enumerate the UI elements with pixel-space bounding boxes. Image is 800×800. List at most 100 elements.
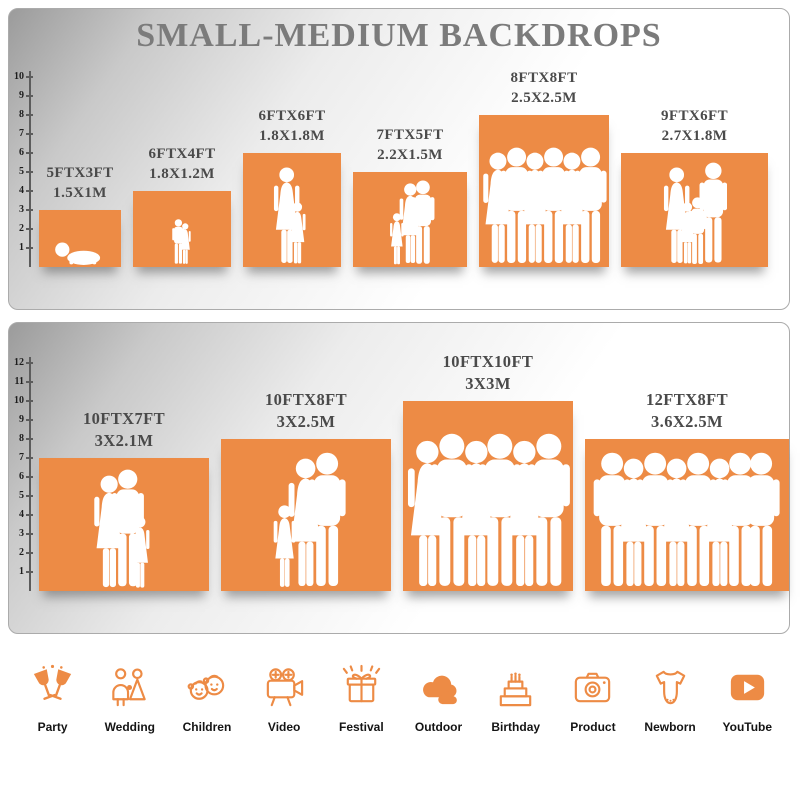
backdrop-bar-12ftx8ft xyxy=(585,439,789,591)
backdrop-bar-label: 6FTX4FT 1.8X1.2M xyxy=(92,145,272,185)
children-faces-icon xyxy=(183,664,230,711)
backdrop-bar-label: 9FTX6FT 2.7X1.8M xyxy=(605,107,785,147)
axis-tick xyxy=(26,152,33,154)
size-feet-label: 10FTX7FT xyxy=(82,409,166,428)
category-label: Birthday xyxy=(491,720,541,734)
backdrop-bar-label: 12FTX8FT 3.6X2.5M xyxy=(597,389,777,433)
category-label: Product xyxy=(570,720,616,734)
category-label: YouTube xyxy=(722,720,773,734)
size-meters-label: 2.7X1.8M xyxy=(661,127,728,144)
size-feet-label: 6FTX6FT xyxy=(258,108,326,124)
backdrop-bar-10ftx8ft xyxy=(221,439,391,591)
youtube-play-icon xyxy=(724,664,771,711)
category-party: Party xyxy=(17,664,89,734)
category-label: Outdoor xyxy=(414,720,463,734)
axis-tick-label: 11 xyxy=(14,376,24,387)
silhouette-baby xyxy=(54,241,100,265)
silhouette-adult-m xyxy=(742,452,780,587)
axis-tick-label: 4 xyxy=(19,185,24,196)
cloud-icon xyxy=(415,664,462,711)
size-meters-label: 3.6X2.5M xyxy=(651,411,723,431)
y-axis xyxy=(29,357,31,591)
backdrop-bar-10ftx7ft xyxy=(39,458,209,591)
category-festival: Festival xyxy=(325,664,397,734)
size-meters-label: 3X3M xyxy=(465,373,511,393)
axis-tick-label: 2 xyxy=(19,223,24,234)
silhouette-adult-f xyxy=(407,440,447,586)
backdrop-bar-label: 10FTX7FT 3X2.1M xyxy=(34,408,214,452)
silhouette-adult-m xyxy=(527,433,570,586)
silhouette-adult-f xyxy=(483,152,513,263)
axis-tick xyxy=(26,400,33,402)
size-feet-label: 7FTX5FT xyxy=(376,127,444,143)
axis-tick-label: 10 xyxy=(14,395,24,406)
silhouette-child-f xyxy=(273,505,296,588)
axis-tick xyxy=(26,571,33,573)
size-feet-label: 5FTX3FT xyxy=(46,165,114,181)
medium-backdrops-panel: 1 2 3 4 5 6 7 8 9 10 11 12 10FTX7FT 3X2.1M 10FTX8FT 3X2… xyxy=(8,322,790,634)
axis-tick-label: 8 xyxy=(19,433,24,444)
axis-tick-label: 6 xyxy=(19,471,24,482)
category-row: Party Wedding Children xyxy=(14,664,786,734)
silhouette-adult-f xyxy=(520,152,550,263)
size-meters-label: 3X2.5M xyxy=(276,411,336,431)
silhouette-child-f xyxy=(180,223,191,265)
category-label: Party xyxy=(37,720,68,734)
backdrop-bar-label: 10FTX8FT 3X2.5M xyxy=(216,389,396,433)
birthday-cake-icon xyxy=(492,664,539,711)
backdrop-bar-5ftx3ft xyxy=(39,210,121,267)
size-meters-label: 1.8X1.8M xyxy=(259,127,325,144)
backdrop-bar-label: 10FTX10FT 3X3M xyxy=(398,351,578,395)
silhouette-adult-m xyxy=(411,180,435,264)
silhouette-child-f xyxy=(289,202,306,264)
category-label: Children xyxy=(182,720,232,734)
backdrop-bar-7ftx5ft xyxy=(353,172,467,267)
size-feet-label: 10FTX10FT xyxy=(442,352,534,371)
page-title: SMALL-MEDIUM BACKDROPS xyxy=(136,17,662,54)
size-meters-label: 3X2.1M xyxy=(94,430,154,450)
axis-tick xyxy=(26,190,33,192)
size-feet-label: 12FTX8FT xyxy=(645,390,729,409)
silhouette-adult-m xyxy=(699,162,727,263)
axis-tick xyxy=(26,133,33,135)
backdrop-bar-6ftx4ft xyxy=(133,191,231,267)
axis-tick xyxy=(26,476,33,478)
backdrop-bar-10ftx10ft xyxy=(403,401,573,591)
silhouette-child-f xyxy=(389,212,404,264)
category-label: Wedding xyxy=(104,720,155,734)
size-meters-label: 2.5X2.5M xyxy=(511,89,577,106)
backdrop-bar-6ftx6ft xyxy=(243,153,341,267)
axis-tick xyxy=(26,495,33,497)
axis-tick-label: 5 xyxy=(19,490,24,501)
axis-tick-label: 10 xyxy=(14,71,24,82)
backdrop-bar-label: 8FTX8FT 2.5X2.5M xyxy=(454,69,634,109)
backdrop-bar-8ftx8ft xyxy=(479,115,609,267)
baby-onesie-icon xyxy=(647,664,694,711)
axis-tick-label: 3 xyxy=(19,528,24,539)
axis-tick-label: 4 xyxy=(19,509,24,520)
axis-tick xyxy=(26,362,33,364)
party-glasses-icon xyxy=(29,664,76,711)
axis-tick-label: 8 xyxy=(19,109,24,120)
axis-tick-label: 5 xyxy=(19,166,24,177)
axis-tick xyxy=(26,171,33,173)
size-feet-label: 10FTX8FT xyxy=(264,390,348,409)
backdrop-bar-label: 7FTX5FT 2.2X1.5M xyxy=(320,126,500,166)
category-children: Children xyxy=(171,664,243,734)
axis-tick-label: 1 xyxy=(19,566,24,577)
backdrop-bar-label: 5FTX3FT 1.5X1M xyxy=(0,164,170,204)
silhouette-adult-m xyxy=(574,147,607,263)
photo-camera-icon xyxy=(569,664,616,711)
axis-tick-label: 12 xyxy=(14,357,24,368)
size-feet-label: 8FTX8FT xyxy=(510,70,578,86)
axis-tick xyxy=(26,247,33,249)
axis-tick xyxy=(26,419,33,421)
axis-tick-label: 3 xyxy=(19,204,24,215)
axis-tick xyxy=(26,209,33,211)
axis-tick-label: 6 xyxy=(19,147,24,158)
category-label: Newborn xyxy=(644,720,696,734)
size-meters-label: 1.5X1M xyxy=(53,184,107,201)
small-backdrops-panel: SMALL-MEDIUM BACKDROPS 1 2 3 4 5 6 7 8 9 10 5FTX3F… xyxy=(8,8,790,310)
axis-tick-label: 9 xyxy=(19,414,24,425)
video-camera-icon xyxy=(261,664,308,711)
